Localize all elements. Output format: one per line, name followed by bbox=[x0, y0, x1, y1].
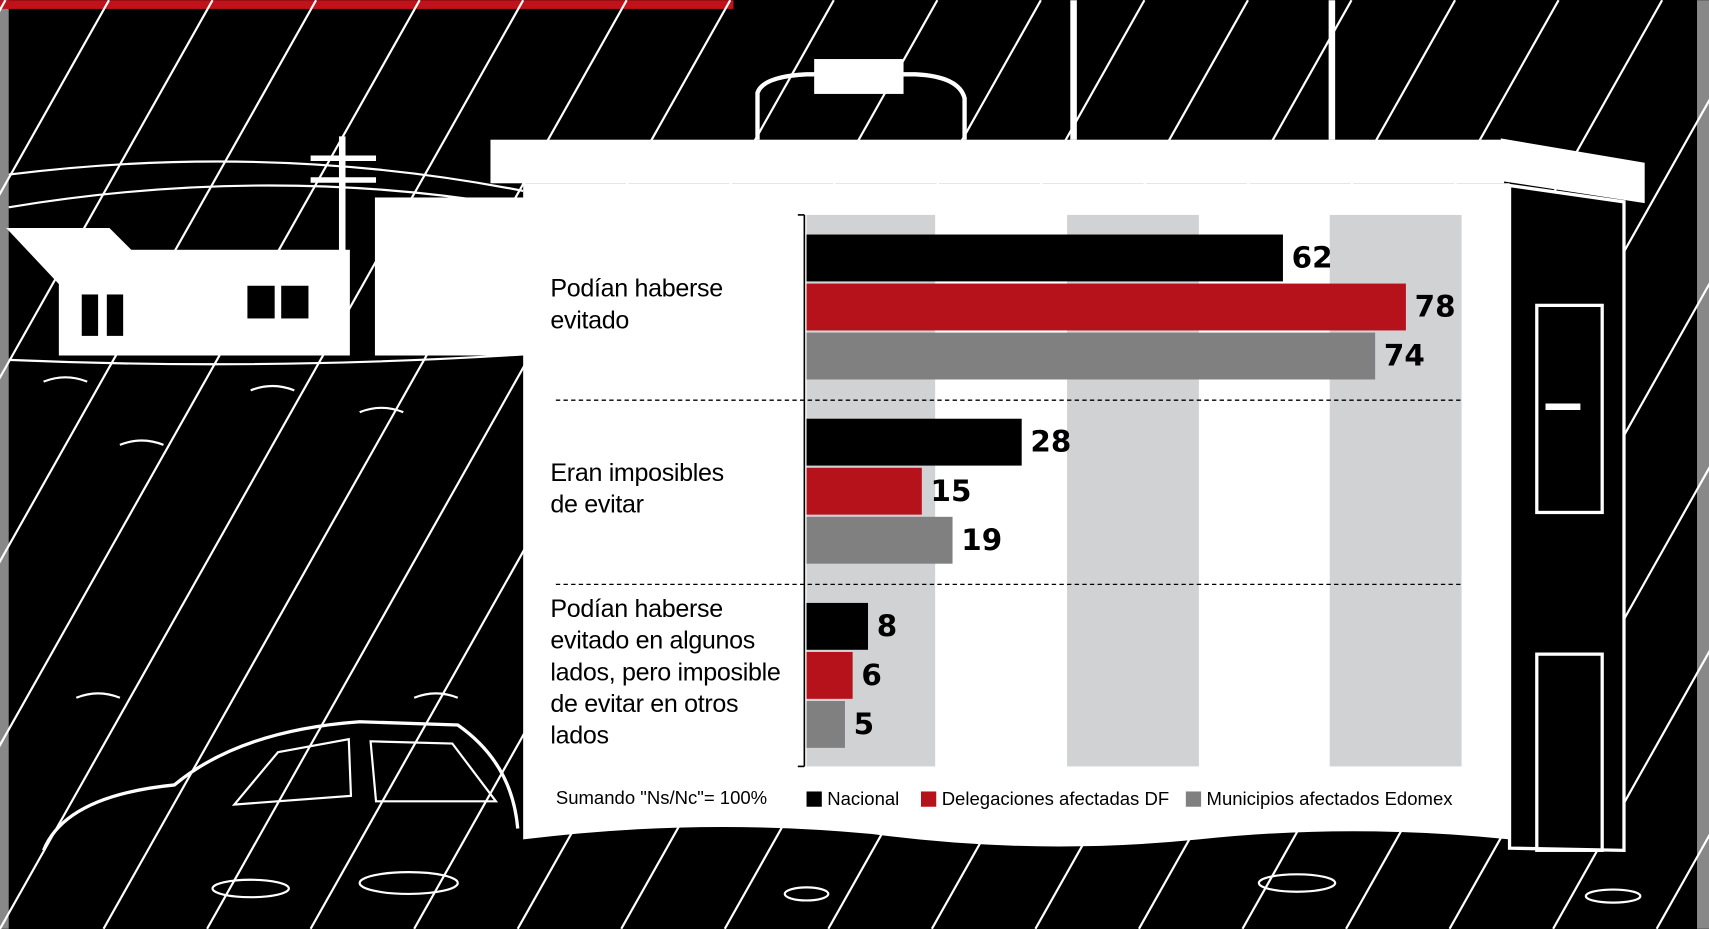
legend-label: Municipios afectados Edomex bbox=[1207, 788, 1454, 809]
category-label: Eran imposibles de evitar bbox=[550, 457, 724, 518]
category-label: Podían haberse evitado en algunos lados,… bbox=[550, 594, 781, 749]
rain-line bbox=[0, 0, 421, 748]
value-label: 6 bbox=[861, 658, 881, 692]
bar bbox=[806, 234, 1283, 282]
value-label: 78 bbox=[1415, 290, 1456, 324]
bar bbox=[806, 418, 1022, 466]
separators bbox=[555, 399, 1461, 586]
bar bbox=[806, 701, 845, 748]
bar bbox=[806, 516, 953, 564]
bar bbox=[806, 467, 922, 515]
bar bbox=[806, 283, 1406, 331]
value-label: 8 bbox=[877, 609, 897, 643]
legend-swatch bbox=[1185, 791, 1202, 807]
value-label: 62 bbox=[1292, 241, 1333, 275]
rain-line bbox=[0, 0, 110, 196]
rain-line bbox=[1552, 649, 1709, 929]
category-label-box: Podían haberse evitado bbox=[550, 273, 723, 334]
rain-line bbox=[0, 0, 525, 929]
value-label: 74 bbox=[1384, 339, 1425, 373]
bar bbox=[806, 651, 853, 699]
legend-swatch bbox=[920, 791, 937, 807]
rain-line bbox=[0, 0, 214, 380]
axis bbox=[797, 214, 806, 768]
legend-label: Nacional bbox=[827, 788, 899, 809]
value-label: 15 bbox=[931, 474, 972, 508]
rain-line bbox=[0, 0, 318, 564]
note: Sumando "Ns/Nc"= 100% bbox=[556, 787, 767, 808]
legend-swatch bbox=[806, 791, 822, 807]
legend-label: Delegaciones afectadas DF bbox=[942, 788, 1169, 809]
bar bbox=[806, 602, 869, 650]
category-label-box: Podían haberse evitado en algunos lados,… bbox=[550, 594, 781, 749]
category-label-box: Eran imposibles de evitar bbox=[550, 457, 724, 518]
bar bbox=[806, 332, 1376, 380]
value-label: 5 bbox=[854, 707, 874, 741]
value-label: 19 bbox=[961, 523, 1002, 557]
value-label: 28 bbox=[1030, 425, 1071, 459]
category-label: Podían haberse evitado bbox=[550, 273, 723, 334]
